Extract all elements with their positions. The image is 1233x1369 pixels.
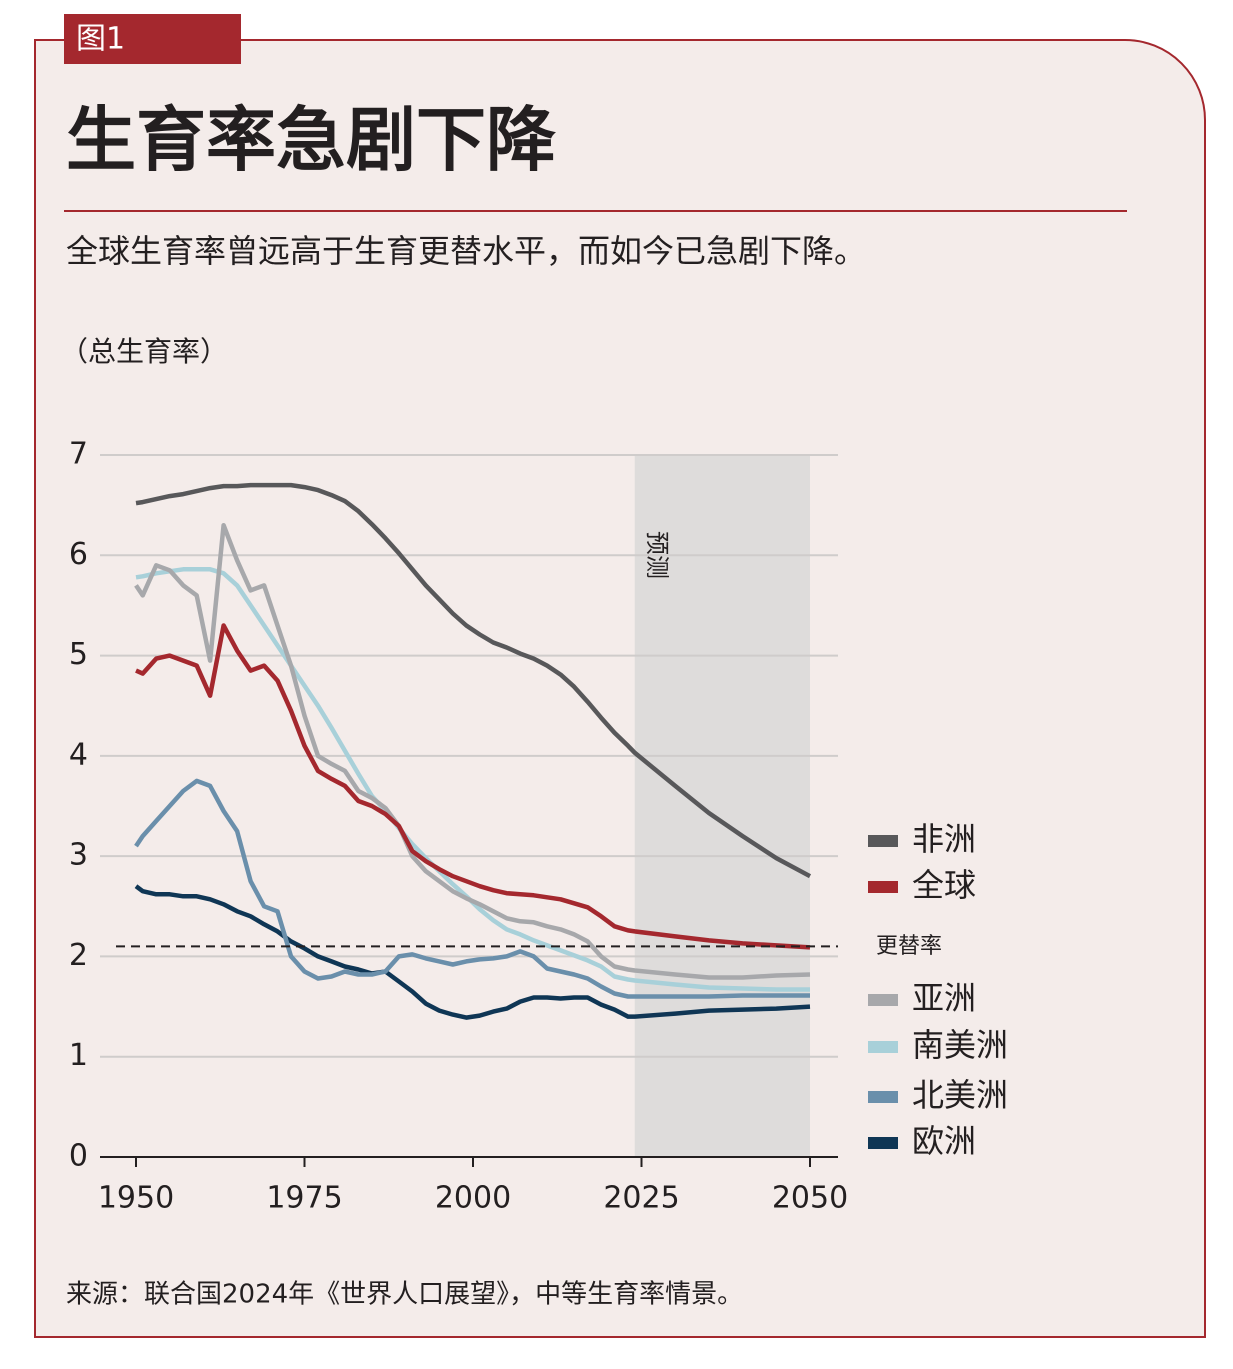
- legend-label: 北美洲: [912, 1076, 1008, 1114]
- y-axis-label: （总生育率）: [60, 335, 228, 368]
- legend-swatch: [868, 1041, 898, 1053]
- subtitle: 全球生育率曾远高于生育更替水平，而如今已急剧下降。: [66, 232, 866, 270]
- legend-label: 非洲: [912, 820, 976, 858]
- source: 来源：联合国2024年《世界人口展望》，中等生育率情景。: [66, 1280, 743, 1310]
- series-line: [135, 623, 811, 950]
- y-tick-label: 0: [69, 1139, 88, 1174]
- legend-swatch: [868, 994, 898, 1006]
- series-line: [134, 522, 811, 980]
- series-line: [134, 778, 810, 999]
- legend-label: 全球: [912, 866, 976, 904]
- y-tick-label: 1: [69, 1038, 88, 1073]
- forecast-band: [634, 455, 810, 1157]
- legend-label: 欧洲: [912, 1122, 976, 1160]
- reference-label: 更替率: [876, 934, 942, 959]
- legend-label: 南美洲: [912, 1026, 1008, 1064]
- x-tick-label: 2000: [435, 1181, 511, 1216]
- legend-swatch: [868, 835, 898, 847]
- y-tick-label: 2: [69, 938, 88, 973]
- y-tick-label: 4: [69, 737, 88, 772]
- x-tick-label: 2050: [772, 1181, 848, 1216]
- x-tick-label: 1950: [98, 1181, 174, 1216]
- x-tick-label: 1975: [266, 1181, 342, 1216]
- series-line: [135, 567, 810, 992]
- figure-tag: 图1: [76, 22, 125, 57]
- series-line: [134, 884, 811, 1020]
- x-tick-label: 2025: [603, 1181, 679, 1216]
- figure-tag-box: [64, 14, 241, 64]
- legend-swatch: [868, 881, 898, 893]
- series-line: [135, 482, 812, 879]
- y-tick-label: 3: [69, 838, 88, 873]
- y-tick-label: 5: [69, 637, 88, 672]
- legend-swatch: [868, 1137, 898, 1149]
- frame: [34, 39, 1206, 1338]
- legend-swatch: [868, 1091, 898, 1103]
- y-tick-label: 7: [69, 437, 88, 472]
- chart-title: 生育率急剧下降: [66, 99, 556, 181]
- legend-label: 亚洲: [912, 979, 976, 1017]
- y-tick-label: 6: [69, 537, 88, 572]
